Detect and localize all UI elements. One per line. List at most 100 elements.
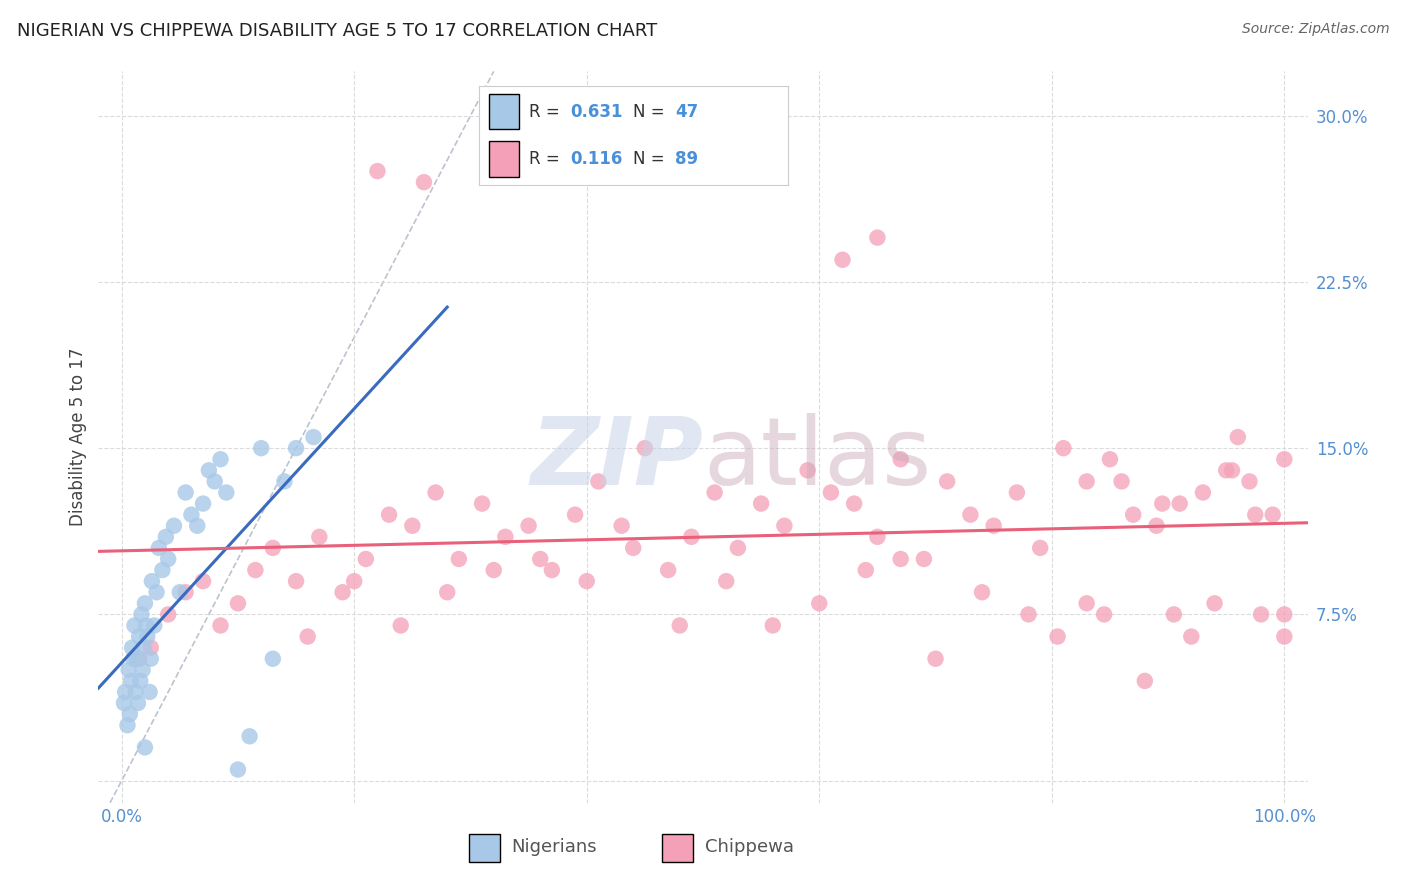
Point (936, 475, 959, 489)
Point (169, 585, 191, 599)
Point (157, 552, 180, 566)
Point (1152, 497, 1174, 511)
Text: Source: ZipAtlas.com: Source: ZipAtlas.com (1241, 22, 1389, 37)
Point (808, 596, 831, 610)
Point (983, 518, 1005, 533)
Text: ZIP: ZIP (530, 413, 703, 505)
Point (634, 441, 657, 455)
Point (1220, 463, 1243, 477)
Point (1261, 508, 1284, 522)
Point (129, 673, 152, 688)
Point (1146, 518, 1168, 533)
Point (716, 574, 738, 589)
Point (575, 574, 598, 589)
Point (762, 618, 785, 632)
Point (1272, 607, 1295, 622)
Point (138, 685, 160, 699)
Point (517, 518, 540, 533)
Point (239, 729, 262, 743)
Point (186, 518, 208, 533)
Point (970, 585, 993, 599)
Point (366, 164, 388, 178)
Point (131, 607, 153, 622)
Point (588, 475, 610, 489)
Point (124, 618, 146, 632)
Point (1244, 508, 1267, 522)
Point (131, 663, 153, 677)
Point (1180, 630, 1202, 644)
Point (855, 563, 877, 577)
Point (117, 718, 139, 732)
Text: NIGERIAN VS CHIPPEWA DISABILITY AGE 5 TO 17 CORRELATION CHART: NIGERIAN VS CHIPPEWA DISABILITY AGE 5 TO… (17, 22, 657, 40)
Point (215, 485, 238, 500)
Point (1029, 541, 1052, 555)
Point (302, 430, 325, 444)
Point (262, 651, 284, 665)
Point (308, 530, 330, 544)
Point (844, 497, 866, 511)
Point (401, 518, 423, 533)
Point (1005, 485, 1028, 500)
Y-axis label: Disability Age 5 to 17: Disability Age 5 to 17 (69, 348, 87, 526)
Point (124, 685, 146, 699)
Point (145, 585, 167, 599)
Point (610, 518, 633, 533)
Point (831, 252, 853, 267)
Point (1122, 508, 1144, 522)
Point (657, 563, 679, 577)
Point (157, 607, 180, 622)
Point (425, 485, 447, 500)
Point (135, 618, 157, 632)
Point (226, 596, 249, 610)
Point (1226, 430, 1249, 444)
Point (890, 552, 912, 566)
Point (482, 563, 505, 577)
Point (796, 463, 818, 477)
Point (1092, 607, 1115, 622)
Point (155, 530, 177, 544)
Point (191, 574, 214, 589)
Point (114, 685, 136, 699)
Point (912, 552, 935, 566)
Point (564, 508, 586, 522)
Point (1272, 630, 1295, 644)
Point (1168, 497, 1191, 511)
Point (143, 618, 166, 632)
Point (1076, 596, 1098, 610)
Point (163, 518, 186, 533)
Point (136, 630, 159, 644)
Point (413, 175, 436, 189)
Point (120, 673, 142, 688)
Point (150, 563, 173, 577)
Point (1076, 475, 1098, 489)
Point (1192, 485, 1215, 500)
Point (1272, 452, 1295, 467)
Point (134, 740, 156, 755)
Point (127, 696, 149, 710)
Point (1250, 607, 1272, 622)
Point (1239, 475, 1261, 489)
Point (447, 552, 470, 566)
Point (668, 618, 690, 632)
Point (141, 574, 163, 589)
Point (132, 640, 155, 655)
Point (112, 696, 135, 710)
Point (139, 651, 162, 665)
Point (198, 463, 221, 477)
Point (128, 630, 150, 644)
Point (209, 452, 232, 467)
Point (285, 574, 308, 589)
Point (332, 585, 354, 599)
Point (343, 574, 366, 589)
Point (866, 230, 889, 244)
Point (273, 475, 295, 489)
Point (540, 563, 562, 577)
Text: atlas: atlas (703, 413, 931, 505)
Point (122, 651, 145, 665)
Point (1215, 463, 1237, 477)
Point (890, 452, 912, 467)
Point (118, 663, 141, 677)
Point (1111, 475, 1133, 489)
Point (297, 630, 319, 644)
Point (1204, 596, 1226, 610)
